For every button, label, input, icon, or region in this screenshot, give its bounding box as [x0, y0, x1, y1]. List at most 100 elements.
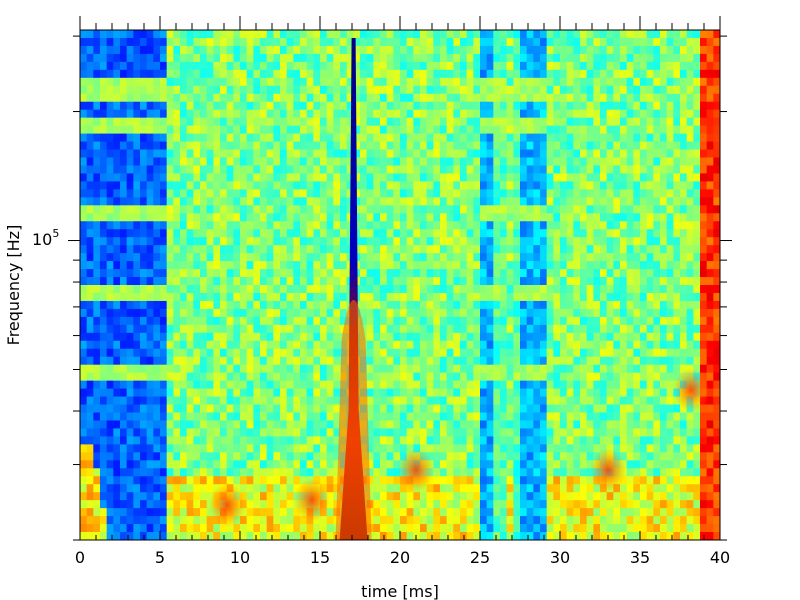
heatmap-cell — [460, 460, 468, 469]
heatmap-cell — [146, 125, 154, 135]
heatmap-cell — [440, 269, 448, 278]
heatmap-cell — [400, 269, 408, 278]
heatmap-cell — [320, 396, 328, 406]
heatmap-cell — [486, 101, 494, 111]
heatmap-cell — [393, 45, 401, 55]
heatmap-cell — [473, 109, 481, 119]
heatmap-cell — [520, 205, 528, 214]
heatmap-cell — [280, 412, 288, 422]
heatmap-cell — [300, 436, 308, 445]
heatmap-cell — [120, 237, 128, 246]
heatmap-cell — [206, 404, 214, 414]
heatmap-cell — [500, 532, 508, 540]
heatmap-cell — [260, 484, 268, 493]
heatmap-cell — [586, 157, 594, 167]
heatmap-cell — [186, 380, 194, 390]
heatmap-cell — [273, 412, 281, 422]
heatmap-cell — [460, 85, 468, 95]
heatmap-cell — [133, 237, 141, 246]
heatmap-cell — [93, 237, 101, 246]
heatmap-cell — [546, 380, 554, 390]
heatmap-cell — [226, 181, 234, 190]
heatmap-cell — [386, 316, 394, 326]
heatmap-cell — [413, 436, 421, 445]
heatmap-cell — [586, 269, 594, 278]
heatmap-cell — [246, 229, 254, 238]
heatmap-cell — [220, 269, 228, 278]
heatmap-cell — [573, 444, 581, 453]
heatmap-cell — [366, 165, 374, 175]
heatmap-cell — [446, 213, 454, 222]
heatmap-cell — [186, 324, 194, 334]
heatmap-cell — [280, 181, 288, 190]
heatmap-cell — [213, 277, 221, 286]
heatmap-cell — [573, 277, 581, 286]
heatmap-cell — [286, 524, 294, 533]
heatmap-cell — [206, 109, 214, 119]
heatmap-cell — [526, 324, 534, 334]
heatmap-cell — [326, 364, 334, 374]
heatmap-cell — [240, 436, 248, 445]
heatmap-cell — [420, 69, 428, 79]
heatmap-cell — [273, 221, 281, 230]
heatmap-cell — [180, 37, 188, 47]
heatmap-cell — [366, 404, 374, 414]
heatmap-cell — [306, 237, 314, 246]
heatmap-cell — [206, 69, 214, 79]
heatmap-cell — [446, 444, 454, 453]
heatmap-cell — [380, 340, 388, 350]
heatmap-cell — [133, 460, 141, 469]
heatmap-cell — [426, 77, 434, 87]
heatmap-cell — [580, 93, 588, 103]
heatmap-cell — [186, 516, 194, 525]
heatmap-cell — [286, 316, 294, 326]
heatmap-cell — [206, 308, 214, 318]
heatmap-cell — [246, 157, 254, 167]
heatmap-cell — [566, 205, 574, 214]
heatmap-cell — [426, 125, 434, 135]
heatmap-cell — [493, 436, 501, 445]
heatmap-cell — [460, 53, 468, 63]
heatmap-cell — [453, 197, 461, 206]
heatmap-cell — [173, 316, 181, 326]
heatmap-cell — [80, 388, 88, 398]
heatmap-cell — [400, 444, 408, 453]
heatmap-cell — [240, 372, 248, 382]
heatmap-cell — [120, 436, 128, 445]
heatmap-cell — [300, 269, 308, 278]
heatmap-cell — [446, 61, 454, 71]
heatmap-cell — [153, 308, 161, 318]
heatmap-cell — [173, 85, 181, 95]
heatmap-cell — [426, 500, 434, 509]
heatmap-cell — [433, 404, 441, 414]
heatmap-cell — [433, 484, 441, 493]
heatmap-cell — [460, 69, 468, 79]
heatmap-cell — [566, 165, 574, 175]
heatmap-cell — [280, 213, 288, 222]
heatmap-cell — [386, 532, 394, 540]
heatmap-cell — [473, 253, 481, 262]
heatmap-cell — [280, 30, 288, 39]
heatmap-cell — [253, 237, 261, 246]
heatmap-cell — [373, 532, 381, 540]
heatmap-cell — [280, 500, 288, 509]
heatmap-cell — [400, 436, 408, 445]
heatmap-cell — [573, 340, 581, 350]
heatmap-cell — [320, 181, 328, 190]
heatmap-cell — [120, 404, 128, 414]
heatmap-cell — [526, 189, 534, 198]
heatmap-cell — [133, 452, 141, 461]
heatmap-cell — [366, 348, 374, 358]
heatmap-cell — [146, 149, 154, 159]
heatmap-cell — [440, 237, 448, 246]
heatmap-cell — [200, 452, 208, 461]
heatmap-cell — [526, 372, 534, 382]
heatmap-cell — [526, 37, 534, 47]
heatmap-cell — [200, 133, 208, 143]
heatmap-cell — [306, 69, 314, 79]
heatmap-cell — [433, 316, 441, 326]
heatmap-cell — [553, 412, 561, 422]
heatmap-cell — [506, 269, 514, 278]
heatmap-cell — [206, 229, 214, 238]
heatmap-cell — [553, 117, 561, 127]
